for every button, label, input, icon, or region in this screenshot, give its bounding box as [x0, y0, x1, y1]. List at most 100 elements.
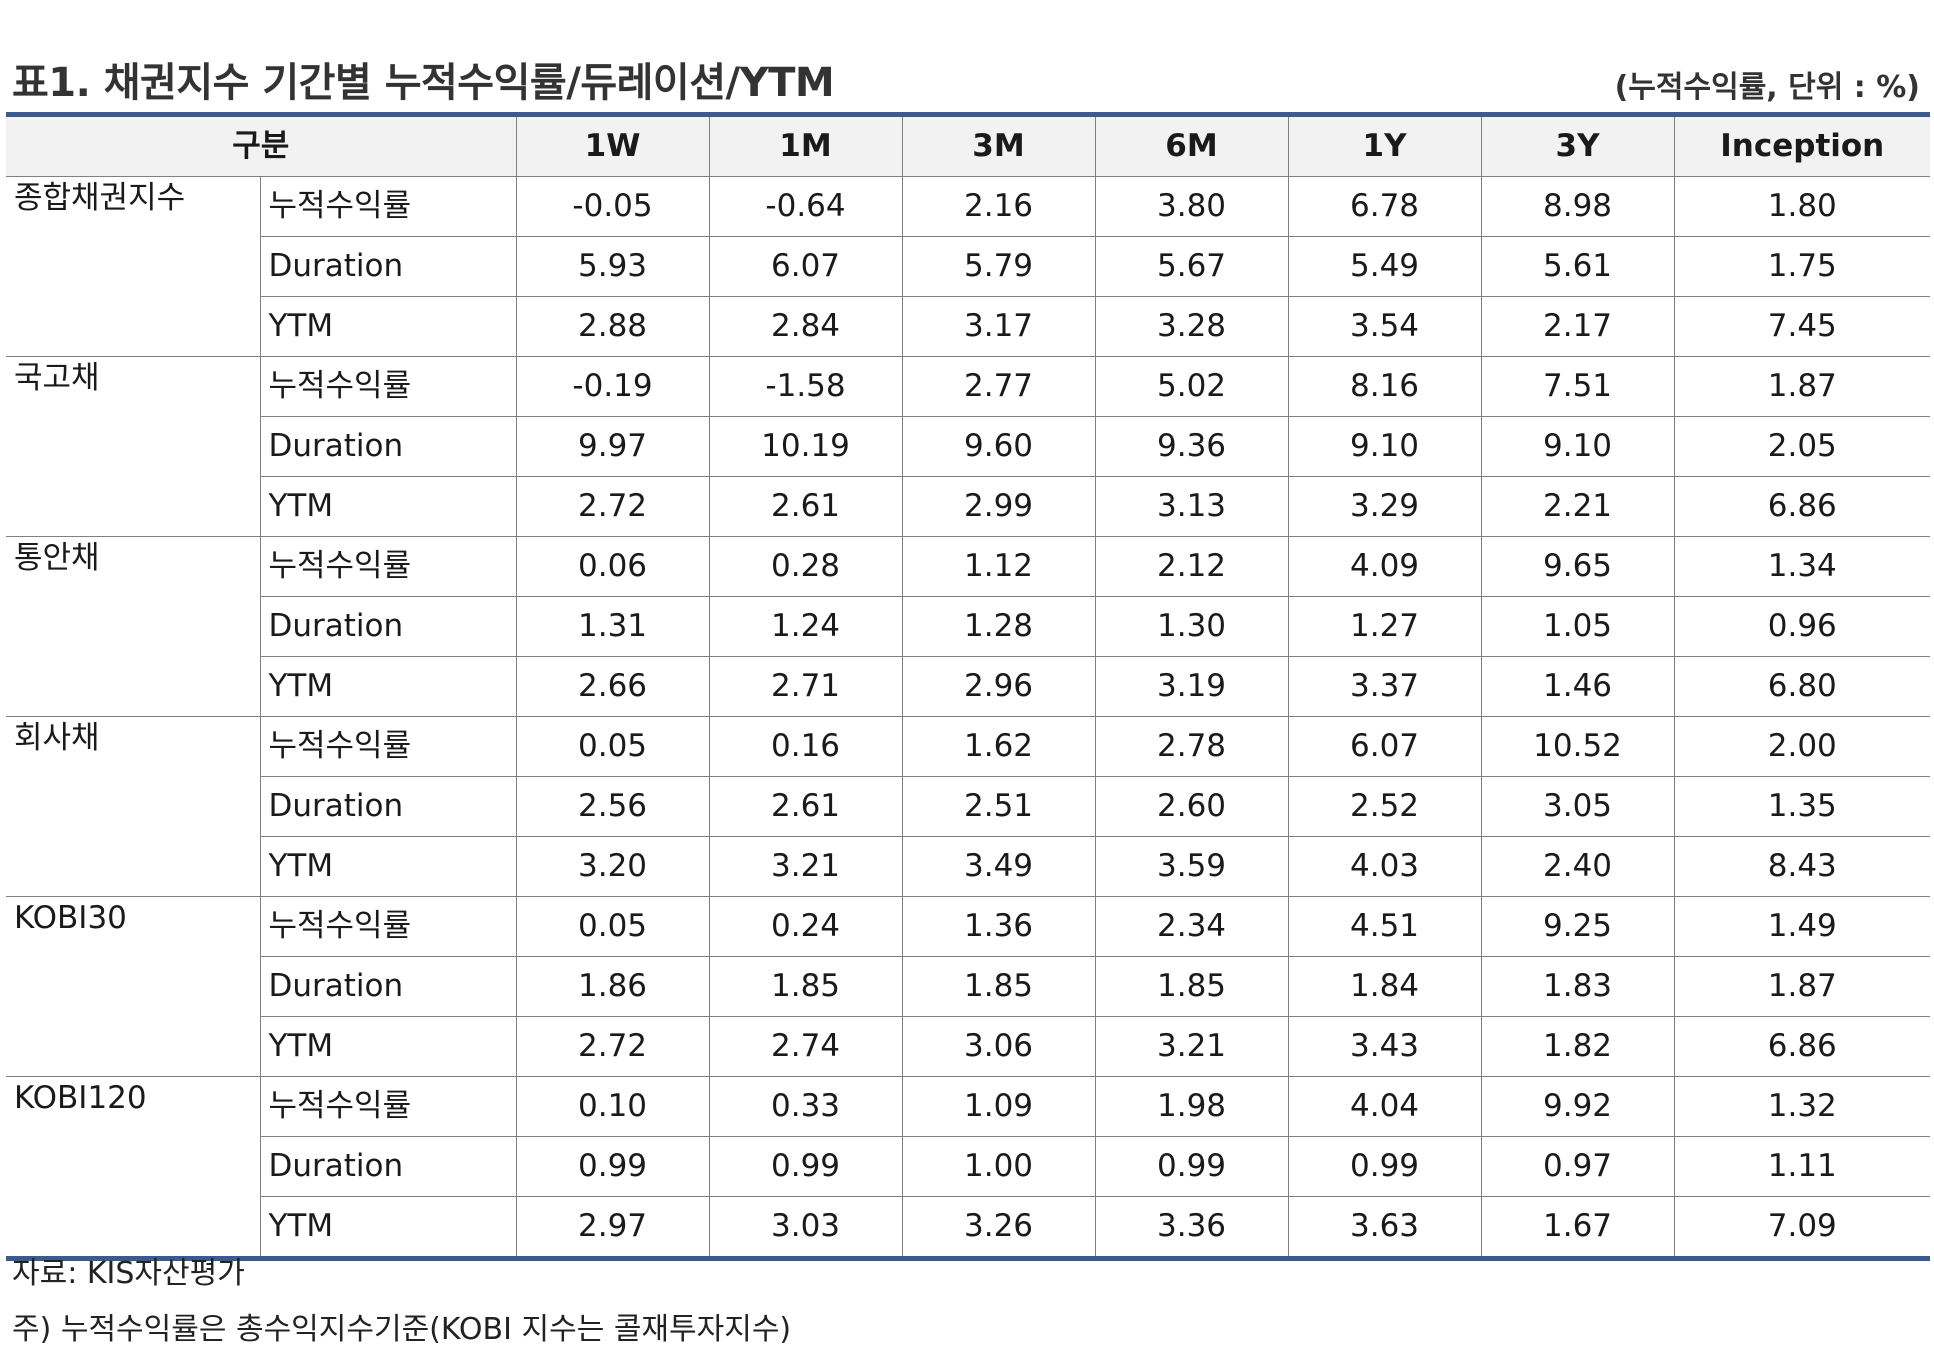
value-cell: 7.51: [1480, 356, 1675, 417]
header-period: 3M: [901, 114, 1096, 177]
value-cell: 2.17: [1480, 296, 1675, 357]
metric-label: 누적수익률: [260, 356, 517, 417]
value-cell: -1.58: [708, 356, 903, 417]
header-period: 1M: [708, 114, 903, 177]
metric-label: YTM: [260, 656, 517, 717]
value-cell: 5.49: [1287, 236, 1482, 297]
value-cell: 1.12: [901, 536, 1096, 597]
value-cell: 0.99: [1287, 1136, 1482, 1197]
value-cell: 8.16: [1287, 356, 1482, 417]
value-cell: 2.88: [515, 296, 710, 357]
value-cell: 9.92: [1480, 1076, 1675, 1137]
table-row: KOBI30 누적수익률 0.05 0.24 1.36 2.34 4.51 9.25 1.49: [6, 896, 1931, 1077]
value-cell: 9.25: [1480, 896, 1675, 957]
value-cell: 6.78: [1287, 176, 1482, 237]
table-row: Duration 1.31 1.24 1.28 1.30 1.27 1.05 0.96: [6, 596, 1931, 657]
group-label: 통안채: [6, 536, 261, 717]
table-row: Duration 2.56 2.61 2.51 2.60 2.52 3.05 1.35: [6, 776, 1931, 837]
value-cell: 1.62: [901, 716, 1096, 777]
value-cell: 1.11: [1673, 1136, 1931, 1197]
value-cell: 1.24: [708, 596, 903, 657]
value-cell: 1.32: [1673, 1076, 1931, 1137]
value-cell: 10.52: [1480, 716, 1675, 777]
header-row: 구분 1W 1M 3M 6M 1Y 3Y Inception: [6, 114, 1931, 177]
value-cell: 2.72: [515, 476, 710, 537]
metric-label: Duration: [260, 1136, 517, 1197]
value-cell: 0.99: [1094, 1136, 1289, 1197]
header-period: 1Y: [1287, 114, 1482, 177]
value-cell: 1.34: [1673, 536, 1931, 597]
value-cell: 3.06: [901, 1016, 1096, 1077]
value-cell: 3.26: [901, 1196, 1096, 1259]
value-cell: 2.71: [708, 656, 903, 717]
value-cell: 8.98: [1480, 176, 1675, 237]
value-cell: 0.97: [1480, 1136, 1675, 1197]
value-cell: 6.07: [708, 236, 903, 297]
table-title: 표1. 채권지수 기간별 누적수익률/듀레이션/YTM: [12, 60, 835, 106]
value-cell: 3.29: [1287, 476, 1482, 537]
table-body: 종합채권지수 누적수익률 -0.05 -0.64 2.16 3.80 6.78 8.98 1.8…: [6, 176, 1931, 1259]
value-cell: 1.75: [1673, 236, 1931, 297]
value-cell: 4.04: [1287, 1076, 1482, 1137]
metric-label: YTM: [260, 836, 517, 897]
value-cell: 3.20: [515, 836, 710, 897]
value-cell: 2.00: [1673, 716, 1931, 777]
value-cell: 0.96: [1673, 596, 1931, 657]
table-row: 통안채 누적수익률 0.06 0.28 1.12 2.12 4.09 9.65 1.34: [6, 536, 1931, 717]
metric-label: 누적수익률: [260, 1076, 517, 1137]
value-cell: 3.80: [1094, 176, 1289, 237]
metric-label: 누적수익률: [260, 536, 517, 597]
value-cell: 1.35: [1673, 776, 1931, 837]
value-cell: 0.24: [708, 896, 903, 957]
value-cell: 1.80: [1673, 176, 1931, 237]
value-cell: 9.36: [1094, 416, 1289, 477]
value-cell: 1.83: [1480, 956, 1675, 1017]
value-cell: 7.45: [1673, 296, 1931, 357]
value-cell: 2.84: [708, 296, 903, 357]
metric-label: YTM: [260, 476, 517, 537]
metric-label: Duration: [260, 596, 517, 657]
group-label: KOBI30: [6, 896, 261, 1077]
group-label: 종합채권지수: [6, 176, 261, 357]
value-cell: 1.87: [1673, 356, 1931, 417]
value-cell: 2.61: [708, 476, 903, 537]
value-cell: 3.21: [708, 836, 903, 897]
table-row: 종합채권지수 누적수익률 -0.05 -0.64 2.16 3.80 6.78 8.98 1.8…: [6, 176, 1931, 357]
value-cell: 6.86: [1673, 476, 1931, 537]
value-cell: 2.78: [1094, 716, 1289, 777]
value-cell: 3.36: [1094, 1196, 1289, 1259]
value-cell: 3.59: [1094, 836, 1289, 897]
header-period: Inception: [1673, 114, 1931, 177]
metric-label: 누적수익률: [260, 716, 517, 777]
value-cell: 9.60: [901, 416, 1096, 477]
value-cell: 1.84: [1287, 956, 1482, 1017]
value-cell: 5.93: [515, 236, 710, 297]
group-label: 국고채: [6, 356, 261, 537]
value-cell: 9.10: [1287, 416, 1482, 477]
value-cell: 2.16: [901, 176, 1096, 237]
metric-label: YTM: [260, 296, 517, 357]
table-row: YTM 2.72 2.61 2.99 3.13 3.29 2.21 6.86: [6, 476, 1931, 537]
value-cell: 3.03: [708, 1196, 903, 1259]
metric-label: 누적수익률: [260, 176, 517, 237]
value-cell: 2.51: [901, 776, 1096, 837]
table-row: YTM 3.20 3.21 3.49 3.59 4.03 2.40 8.43: [6, 836, 1931, 897]
value-cell: 3.19: [1094, 656, 1289, 717]
value-cell: 3.49: [901, 836, 1096, 897]
table-row: Duration 5.93 6.07 5.79 5.67 5.49 5.61 1.75: [6, 236, 1931, 297]
value-cell: 4.51: [1287, 896, 1482, 957]
value-cell: 1.85: [708, 956, 903, 1017]
value-cell: 6.07: [1287, 716, 1482, 777]
value-cell: 1.36: [901, 896, 1096, 957]
value-cell: 4.03: [1287, 836, 1482, 897]
value-cell: 3.21: [1094, 1016, 1289, 1077]
index-returns-table: 구분 1W 1M 3M 6M 1Y 3Y Inception 종합채권지수 누적수…: [6, 112, 1931, 1261]
metric-label: Duration: [260, 416, 517, 477]
value-cell: 1.31: [515, 596, 710, 657]
footnote: 주) 누적수익률은 총수익지수기준(KOBI 지수는 콜재투자지수): [12, 1312, 792, 1347]
unit-note: (누적수익률, 단위 : %): [1614, 70, 1920, 105]
value-cell: 3.13: [1094, 476, 1289, 537]
value-cell: 3.43: [1287, 1016, 1482, 1077]
metric-label: YTM: [260, 1016, 517, 1077]
table-row: 국고채 누적수익률 -0.19 -1.58 2.77 5.02 8.16 7.51 1.87: [6, 356, 1931, 537]
